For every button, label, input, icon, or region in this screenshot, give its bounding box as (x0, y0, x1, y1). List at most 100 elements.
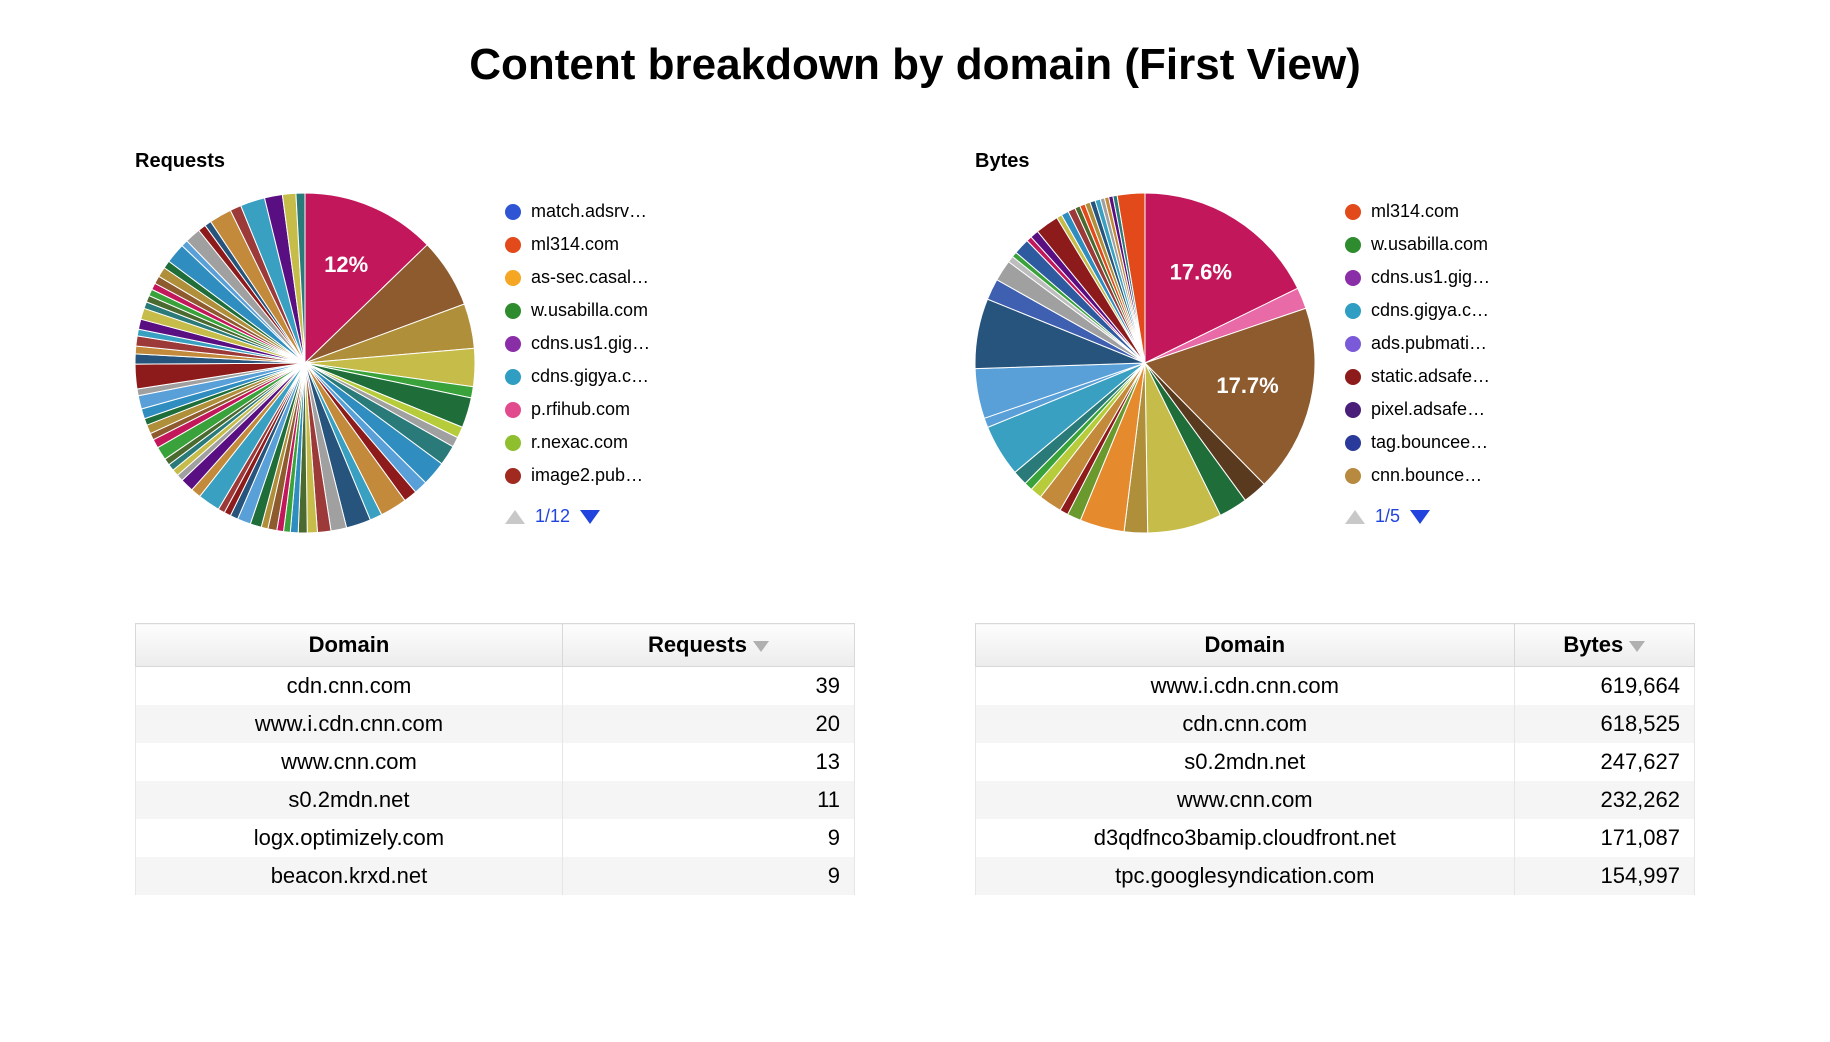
table-row: www.cnn.com13 (136, 743, 855, 781)
legend-swatch (1345, 369, 1361, 385)
legend-swatch (505, 204, 521, 220)
legend-item[interactable]: image2.pub… (505, 465, 705, 486)
table-bytes: DomainBytes www.i.cdn.cnn.com619,664cdn.… (975, 623, 1695, 895)
page-title: Content breakdown by domain (First View) (40, 40, 1790, 90)
legend-label: static.adsafe… (1371, 366, 1490, 387)
table-column-header[interactable]: Domain (136, 624, 563, 667)
legend-item[interactable]: ml314.com (1345, 201, 1545, 222)
cell-value: 247,627 (1514, 743, 1694, 781)
cell-value: 9 (562, 857, 854, 895)
legend-swatch (505, 303, 521, 319)
legend-label: pixel.adsafe… (1371, 399, 1485, 420)
table-column-header[interactable]: Bytes (1514, 624, 1694, 667)
legend-item[interactable]: p.rfihub.com (505, 399, 705, 420)
legend-label: tag.bouncee… (1371, 432, 1488, 453)
legend-item[interactable]: cdns.gigya.c… (505, 366, 705, 387)
table-bytes-wrap: DomainBytes www.i.cdn.cnn.com619,664cdn.… (975, 623, 1695, 895)
legend-label: cnn.bounce… (1371, 465, 1482, 486)
cell-value: 39 (562, 667, 854, 706)
table-column-header[interactable]: Domain (976, 624, 1515, 667)
legend-item[interactable]: match.adsrv… (505, 201, 705, 222)
cell-domain: beacon.krxd.net (136, 857, 563, 895)
legend-swatch (505, 270, 521, 286)
pager-next-icon[interactable] (1410, 510, 1430, 524)
legend-pager: 1/5 (1345, 506, 1545, 527)
cell-domain: d3qdfnco3bamip.cloudfront.net (976, 819, 1515, 857)
table-row: tpc.googlesyndication.com154,997 (976, 857, 1695, 895)
cell-value: 171,087 (1514, 819, 1694, 857)
cell-domain: logx.optimizely.com (136, 819, 563, 857)
pager-prev-icon[interactable] (505, 510, 525, 524)
cell-value: 20 (562, 705, 854, 743)
cell-value: 618,525 (1514, 705, 1694, 743)
table-row: logx.optimizely.com9 (136, 819, 855, 857)
legend-item[interactable]: as-sec.casal… (505, 267, 705, 288)
sort-indicator-icon (753, 641, 769, 652)
pager-prev-icon[interactable] (1345, 510, 1365, 524)
table-row: s0.2mdn.net247,627 (976, 743, 1695, 781)
pie-chart-bytes[interactable]: 17.6%17.7% (975, 193, 1315, 533)
legend-item[interactable]: static.adsafe… (1345, 366, 1545, 387)
legend-label: r.nexac.com (531, 432, 628, 453)
cell-value: 232,262 (1514, 781, 1694, 819)
legend-swatch (505, 237, 521, 253)
legend-item[interactable]: cnn.bounce… (1345, 465, 1545, 486)
cell-value: 154,997 (1514, 857, 1694, 895)
pager-text: 1/5 (1375, 506, 1400, 527)
legend-item[interactable]: w.usabilla.com (1345, 234, 1545, 255)
cell-domain: www.cnn.com (976, 781, 1515, 819)
legend-item[interactable]: cdns.us1.gig… (505, 333, 705, 354)
table-requests: DomainRequests cdn.cnn.com39www.i.cdn.cn… (135, 623, 855, 895)
legend-item[interactable]: pixel.adsafe… (1345, 399, 1545, 420)
sort-indicator-icon (1629, 641, 1645, 652)
table-column-header[interactable]: Requests (562, 624, 854, 667)
legend-item[interactable]: ads.pubmati… (1345, 333, 1545, 354)
legend-swatch (505, 336, 521, 352)
table-row: cdn.cnn.com39 (136, 667, 855, 706)
pager-text: 1/12 (535, 506, 570, 527)
table-row: s0.2mdn.net11 (136, 781, 855, 819)
legend-item[interactable]: cdns.gigya.c… (1345, 300, 1545, 321)
cell-domain: cdn.cnn.com (136, 667, 563, 706)
pie-chart-requests[interactable]: 12% (135, 193, 475, 533)
legend-swatch (1345, 468, 1361, 484)
legend-label: image2.pub… (531, 465, 643, 486)
legend-swatch (1345, 237, 1361, 253)
cell-domain: s0.2mdn.net (976, 743, 1515, 781)
cell-domain: www.i.cdn.cnn.com (136, 705, 563, 743)
table-row: beacon.krxd.net9 (136, 857, 855, 895)
legend-swatch (505, 369, 521, 385)
panel-bytes: Bytes 17.6%17.7% ml314.comw.usabilla.com… (975, 150, 1695, 533)
legend-swatch (505, 468, 521, 484)
legend-swatch (1345, 336, 1361, 352)
legend-label: match.adsrv… (531, 201, 647, 222)
table-row: cdn.cnn.com618,525 (976, 705, 1695, 743)
legend-item[interactable]: cdns.us1.gig… (1345, 267, 1545, 288)
table-row: www.i.cdn.cnn.com20 (136, 705, 855, 743)
legend-item[interactable]: r.nexac.com (505, 432, 705, 453)
pager-next-icon[interactable] (580, 510, 600, 524)
legend-label: ml314.com (1371, 201, 1459, 222)
legend-label: cdns.us1.gig… (531, 333, 650, 354)
legend-item[interactable]: tag.bouncee… (1345, 432, 1545, 453)
legend-swatch (1345, 402, 1361, 418)
table-requests-wrap: DomainRequests cdn.cnn.com39www.i.cdn.cn… (135, 623, 855, 895)
legend-label: w.usabilla.com (1371, 234, 1488, 255)
legend-label: p.rfihub.com (531, 399, 630, 420)
legend-item[interactable]: w.usabilla.com (505, 300, 705, 321)
legend-swatch (1345, 270, 1361, 286)
legend-pager: 1/12 (505, 506, 705, 527)
cell-value: 11 (562, 781, 854, 819)
legend-requests: match.adsrv… ml314.com as-sec.casal… w.usab… (505, 193, 705, 527)
legend-bytes: ml314.com w.usabilla.com cdns.us1.gig… cdns… (1345, 193, 1545, 527)
cell-value: 9 (562, 819, 854, 857)
legend-swatch (1345, 435, 1361, 451)
cell-domain: tpc.googlesyndication.com (976, 857, 1515, 895)
table-row: www.cnn.com232,262 (976, 781, 1695, 819)
table-row: d3qdfnco3bamip.cloudfront.net171,087 (976, 819, 1695, 857)
legend-swatch (505, 402, 521, 418)
legend-label: ads.pubmati… (1371, 333, 1487, 354)
legend-label: w.usabilla.com (531, 300, 648, 321)
legend-item[interactable]: ml314.com (505, 234, 705, 255)
cell-domain: www.cnn.com (136, 743, 563, 781)
